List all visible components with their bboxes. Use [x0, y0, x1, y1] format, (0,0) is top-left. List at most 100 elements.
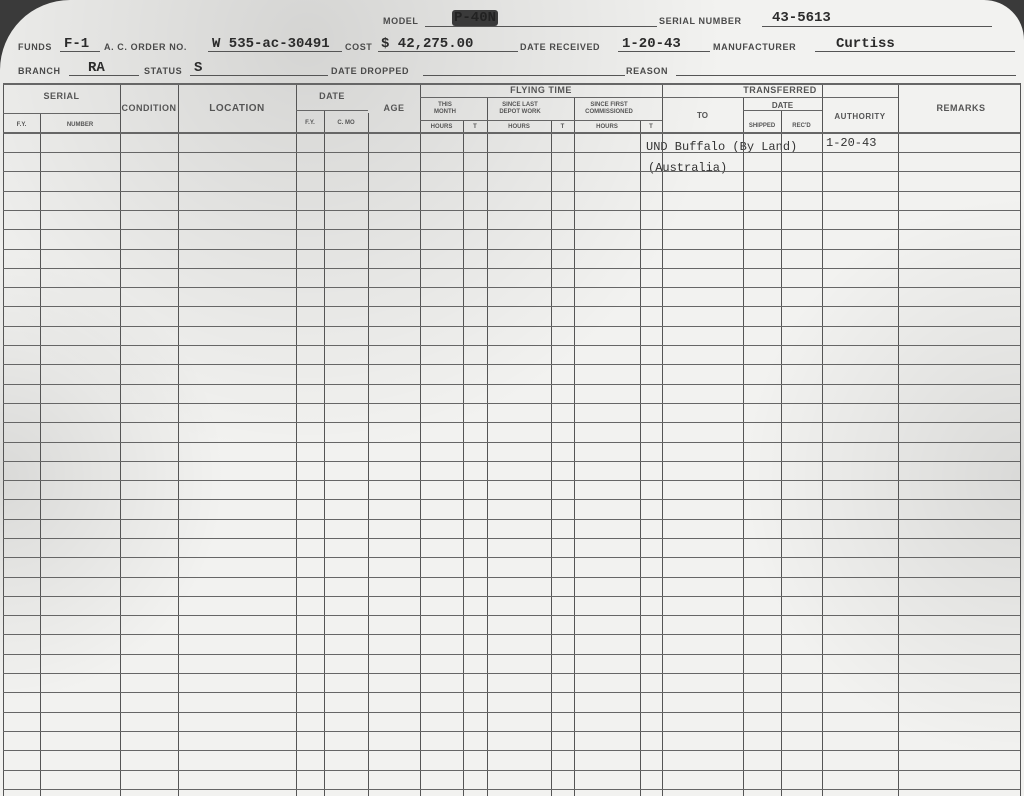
row-rule	[3, 770, 1020, 771]
row-rule	[3, 596, 1020, 597]
column-rule	[662, 83, 663, 796]
column-rule	[120, 83, 121, 796]
funds-label: FUNDS	[18, 42, 52, 52]
transfer-authority-entry: 1-20-43	[826, 136, 877, 150]
authority-heading: AUTHORITY	[834, 112, 886, 121]
row-rule	[296, 110, 368, 111]
reason-label: REASON	[626, 66, 669, 76]
row-rule	[3, 538, 1020, 539]
column-rule	[487, 97, 488, 796]
date-dropped-label: DATE DROPPED	[331, 66, 410, 76]
row-rule	[3, 480, 1020, 481]
row-rule	[3, 789, 1020, 790]
t-heading-1: T	[473, 124, 477, 130]
hours-heading-3: HOURS	[596, 124, 618, 130]
row-rule	[3, 499, 1020, 500]
remarks-heading: REMARKS	[936, 103, 986, 113]
column-rule	[178, 83, 179, 796]
column-rule	[551, 120, 552, 796]
row-rule	[3, 287, 1020, 288]
cost-value: $ 42,275.00	[381, 36, 474, 52]
row-rule	[3, 113, 120, 114]
hours-heading-2: HOURS	[508, 124, 530, 130]
serial-heading: SERIAL	[43, 91, 80, 101]
column-rule	[574, 97, 575, 796]
row-rule	[3, 229, 1020, 230]
model-value: P-40N	[452, 10, 499, 26]
row-rule	[3, 634, 1020, 635]
row-rule	[3, 750, 1020, 751]
serial-number-label: SERIAL NUMBER	[659, 16, 742, 26]
date-received-value: 1-20-43	[622, 36, 681, 52]
row-rule	[420, 97, 662, 98]
to-heading: TO	[697, 111, 708, 120]
row-rule	[3, 364, 1020, 365]
manufacturer-value: Curtiss	[836, 36, 895, 52]
date-cmo-heading: C. MO	[337, 120, 355, 126]
column-rule	[296, 83, 297, 796]
column-rule	[640, 120, 641, 796]
since-commissioned-heading: SINCE FIRST COMMISSIONED	[585, 102, 633, 115]
row-rule	[3, 268, 1020, 269]
row-rule	[3, 152, 1020, 153]
status-label: STATUS	[144, 66, 183, 76]
serial-fy-heading: F.Y.	[16, 122, 27, 128]
column-rule	[1020, 83, 1021, 796]
row-rule	[3, 171, 1020, 172]
row-rule	[3, 210, 1020, 211]
row-rule	[662, 97, 898, 98]
manufacturer-label: MANUFACTURER	[713, 42, 797, 52]
column-rule	[822, 83, 823, 796]
row-rule	[3, 191, 1020, 192]
column-rule	[3, 83, 4, 796]
row-rule	[3, 403, 1020, 404]
cost-label: COST	[345, 42, 373, 52]
row-rule	[3, 384, 1020, 385]
row-rule	[3, 692, 1020, 693]
row-rule	[3, 326, 1020, 327]
row-rule	[3, 557, 1020, 558]
column-rule	[743, 97, 744, 796]
row-rule	[3, 442, 1020, 443]
condition-heading: CONDITION	[121, 103, 177, 113]
row-rule	[3, 422, 1020, 423]
row-rule	[3, 673, 1020, 674]
row-rule	[3, 577, 1020, 578]
row-rule	[3, 461, 1020, 462]
column-rule	[463, 120, 464, 796]
row-rule	[3, 615, 1020, 616]
row-rule	[743, 110, 822, 111]
row-rule	[3, 731, 1020, 732]
flying-time-heading: FLYING TIME	[510, 85, 572, 95]
row-rule	[3, 83, 1020, 85]
funds-value: F-1	[64, 36, 90, 52]
column-rule	[420, 83, 421, 796]
date-heading: DATE	[319, 91, 345, 101]
row-rule	[3, 654, 1020, 655]
age-heading: AGE	[383, 103, 405, 113]
row-rule	[3, 712, 1020, 713]
transferred-heading: TRANSFERRED	[743, 85, 817, 95]
ac-order-label: A. C. ORDER NO.	[104, 42, 188, 52]
recd-heading: REC'D	[792, 123, 811, 129]
shipped-heading: SHIPPED	[748, 123, 776, 129]
row-rule	[3, 132, 1020, 134]
column-rule	[368, 113, 369, 796]
column-rule	[781, 110, 782, 796]
date-received-label: DATE RECEIVED	[520, 42, 601, 52]
model-label: MODEL	[383, 16, 419, 26]
date-fy-heading: F.Y.	[305, 120, 315, 126]
t-heading-2: T	[560, 124, 565, 130]
location-heading: LOCATION	[209, 103, 265, 114]
row-rule	[3, 345, 1020, 346]
row-rule	[3, 249, 1020, 250]
transfer-to-entry-continued: (Australia)	[648, 161, 728, 175]
branch-label: BRANCH	[18, 66, 61, 76]
transfer-date-heading: DATE	[771, 101, 794, 110]
transfer-to-entry: UND Buffalo (By Land)	[646, 140, 798, 154]
row-rule	[420, 120, 662, 121]
since-depot-heading: SINCE LAST DEPOT WORK	[499, 102, 541, 115]
hours-heading-1: HOURS	[430, 124, 453, 130]
serial-number-value: 43-5613	[772, 10, 831, 26]
